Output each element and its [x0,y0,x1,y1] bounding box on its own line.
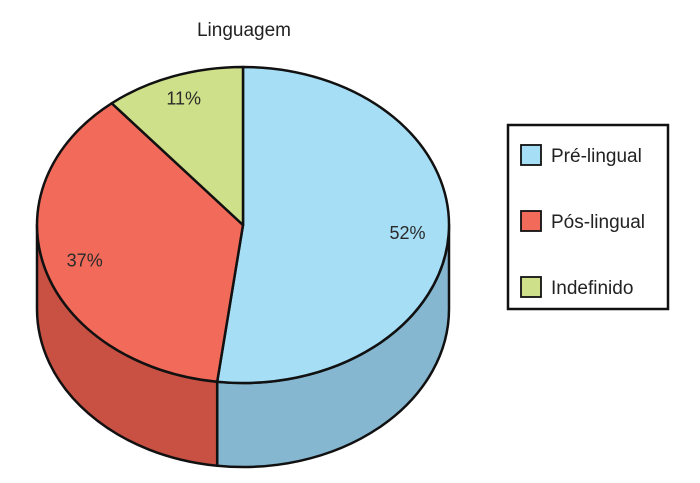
slice-pre-lingual [215,65,451,385]
legend-label-pre-lingual: Pré-lingual [551,146,642,167]
slice-labels: 52% 37% 11% [67,89,426,271]
legend: Pré-lingual Pós-lingual Indefinido [506,123,670,311]
legend-swatch-indefinido [520,276,542,298]
slice-indefinido [110,65,245,227]
legend-label-indefinido: Indefinido [551,278,633,299]
slice-pos-lingual [35,102,245,384]
slice-label-pre-lingual: 52% [389,223,425,243]
pie-top [35,65,451,385]
chart-title: Linguagem [197,20,291,41]
legend-label-pos-lingual: Pós-lingual [551,212,645,233]
legend-swatch-pos-lingual [520,210,542,232]
slice-label-indefinido: 11% [166,89,201,109]
legend-swatch-pre-lingual [520,144,542,166]
slice-label-pos-lingual: 37% [67,250,103,270]
